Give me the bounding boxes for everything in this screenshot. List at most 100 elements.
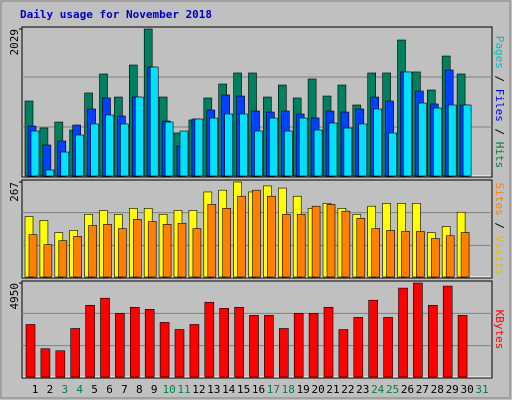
x-tick-label: 16 <box>252 383 265 396</box>
bar <box>207 204 217 278</box>
bar <box>281 214 291 278</box>
bar <box>159 322 170 378</box>
x-tick-label: 13 <box>207 383 220 396</box>
x-tick-label: 3 <box>61 383 68 396</box>
bar <box>239 113 248 177</box>
bar <box>25 324 36 378</box>
bar <box>308 313 319 378</box>
bar <box>130 306 140 378</box>
bar <box>460 232 470 278</box>
bar <box>162 224 172 278</box>
bar <box>356 217 366 278</box>
bar <box>252 189 261 278</box>
bar <box>192 228 202 278</box>
bar <box>147 221 157 278</box>
x-tick-label: 9 <box>151 383 158 396</box>
x-tick-label: 7 <box>121 383 128 396</box>
bar <box>403 71 412 177</box>
bar <box>430 238 440 278</box>
x-tick-label: 20 <box>311 383 324 396</box>
x-tick-label: 6 <box>106 383 113 396</box>
bar <box>45 169 55 177</box>
bar <box>445 235 455 278</box>
legend-entry: Files <box>493 89 506 122</box>
legend: KBytes <box>493 310 506 350</box>
x-tick-label: 5 <box>91 383 98 396</box>
bar <box>177 222 187 278</box>
bar <box>144 309 155 378</box>
bar <box>88 225 97 278</box>
x-tick-label: 24 <box>371 383 385 396</box>
y-tick-label: 267 <box>8 182 21 202</box>
bar <box>267 195 276 278</box>
bar <box>442 285 453 378</box>
x-tick-label: 28 <box>431 383 444 396</box>
bar <box>447 104 457 177</box>
bar <box>254 130 263 177</box>
bar <box>118 228 127 278</box>
x-tick-label: 17 <box>267 383 280 396</box>
bar <box>60 151 70 177</box>
bar <box>368 299 379 378</box>
x-tick-label: 8 <box>136 383 143 396</box>
bar <box>358 123 368 177</box>
bar <box>105 114 114 177</box>
bar <box>219 307 229 378</box>
bar <box>234 306 244 378</box>
bar <box>164 121 174 177</box>
legend-separator: / <box>493 69 506 89</box>
bar <box>55 350 66 378</box>
bar <box>388 132 397 177</box>
bar <box>416 231 425 278</box>
bar <box>73 236 82 278</box>
bar <box>189 324 200 378</box>
bar <box>85 304 95 378</box>
x-tick-label: 2 <box>47 383 54 396</box>
x-tick-label: 30 <box>460 383 473 396</box>
bar <box>427 304 438 378</box>
bar <box>237 195 246 278</box>
x-tick-label: 15 <box>237 383 250 396</box>
bar <box>135 96 144 177</box>
bar <box>283 130 293 177</box>
x-tick-label: 11 <box>177 383 190 396</box>
x-tick-label: 29 <box>446 383 459 396</box>
bar <box>174 329 185 378</box>
legend: Sites / Visits <box>493 183 506 276</box>
legend-entry: Pages <box>493 36 506 69</box>
bar <box>371 228 381 278</box>
chart-title: Daily usage for November 2018 <box>20 8 212 21</box>
x-tick-label: 19 <box>297 383 310 396</box>
x-tick-label: 26 <box>401 383 414 396</box>
bar <box>120 123 129 177</box>
bar <box>296 214 306 278</box>
bar <box>418 102 427 177</box>
bar <box>43 244 53 278</box>
legend-entry: Visits <box>493 236 506 276</box>
bar <box>209 117 219 177</box>
bar <box>28 234 38 278</box>
bar <box>194 118 204 177</box>
legend-entry: Hits <box>493 142 506 169</box>
bar <box>224 113 233 177</box>
x-tick-label: 18 <box>282 383 295 396</box>
x-tick-label: 22 <box>341 383 354 396</box>
bar <box>386 230 395 278</box>
x-tick-label: 21 <box>326 383 339 396</box>
bar <box>323 306 334 378</box>
bar <box>40 348 51 378</box>
x-tick-label: 1 <box>32 383 39 396</box>
legend-entry: Sites <box>493 183 506 216</box>
bar <box>30 130 40 177</box>
bar <box>115 313 125 378</box>
bar <box>383 317 393 378</box>
bar <box>311 205 321 278</box>
bar <box>343 127 353 177</box>
legend-separator: / <box>493 122 506 142</box>
x-tick-label: 12 <box>192 383 205 396</box>
x-tick-label: 4 <box>76 383 83 396</box>
x-tick-label: 27 <box>416 383 429 396</box>
bar <box>58 240 68 278</box>
